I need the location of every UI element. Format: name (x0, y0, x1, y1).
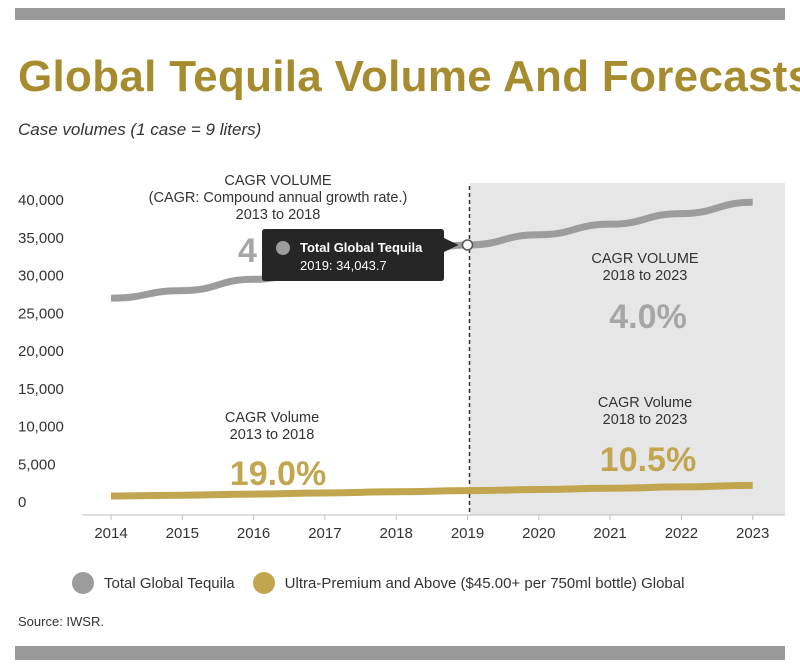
fore-ultra-cagr-label: CAGR Volume (598, 395, 692, 411)
x-tick-label: 2015 (166, 525, 199, 542)
y-tick-label: 40,000 (18, 192, 64, 209)
page-title: Global Tequila Volume And Forecasts (18, 52, 800, 101)
y-tick-label: 10,000 (18, 419, 64, 436)
legend-dot-total (72, 572, 94, 594)
annotations: CAGR VOLUME (CAGR: Compound annual growt… (149, 173, 699, 493)
x-tick-label: 2022 (665, 525, 698, 542)
x-tick-label: 2019 (451, 525, 484, 542)
hist-ultra-cagr-value: 19.0% (230, 455, 326, 493)
hist-ultra-cagr-label: CAGR Volume (225, 410, 319, 426)
tooltip-box (262, 229, 459, 281)
hist-total-cagr-definition: (CAGR: Compound annual growth rate.) (149, 190, 408, 206)
x-tick-label: 2016 (237, 525, 270, 542)
fore-total-cagr-value: 4.0% (609, 298, 687, 336)
y-tick-label: 5,000 (18, 456, 56, 473)
y-tick-label: 20,000 (18, 343, 64, 360)
legend-dot-ultra (252, 572, 275, 594)
tooltip-series-dot (276, 241, 290, 255)
y-tick-label: 30,000 (18, 268, 64, 285)
hist-ultra-cagr-period: 2013 to 2018 (230, 427, 315, 443)
legend: Total Global Tequila Ultra-Premium and A… (72, 572, 702, 594)
series-ultra-line[interactable] (110, 481, 753, 500)
legend-item-ultra[interactable]: Ultra-Premium and Above ($45.00+ per 750… (252, 572, 685, 594)
y-tick-label: 0 (18, 494, 26, 511)
page-subtitle: Case volumes (1 case = 9 liters) (18, 120, 262, 139)
y-tick-label: 35,000 (18, 230, 64, 247)
source-note: Source: IWSR. (18, 614, 104, 629)
axis-layer: 40,000 35,000 30,000 25,000 20,000 15,000 10,0… (18, 186, 785, 542)
x-tick-label: 2021 (593, 525, 626, 542)
x-tick-label: 2017 (308, 525, 341, 542)
legend-label-ultra: Ultra-Premium and Above ($45.00+ per 750… (284, 574, 685, 592)
tooltip-series-name: Total Global Tequila (300, 240, 423, 255)
bottom-bar (15, 646, 785, 660)
hist-total-cagr-period: 2013 to 2018 (236, 207, 321, 223)
fore-ultra-cagr-value: 10.5% (600, 441, 696, 479)
x-tick-label: 2018 (380, 525, 413, 542)
top-bar (15, 8, 785, 20)
tooltip: Total Global Tequila 2019: 34,043.7 (262, 229, 459, 281)
hover-point-marker[interactable] (461, 239, 474, 251)
x-tick-label: 2014 (94, 525, 127, 542)
fore-ultra-cagr-period: 2018 to 2023 (603, 412, 688, 428)
tooltip-value: 2019: 34,043.7 (300, 258, 387, 273)
y-tick-label: 15,000 (18, 381, 64, 398)
x-tick-label: 2020 (522, 525, 555, 542)
x-tick-label: 2023 (736, 525, 769, 542)
y-tick-label: 25,000 (18, 305, 64, 322)
fore-total-cagr-period: 2018 to 2023 (603, 268, 688, 284)
fore-total-cagr-label: CAGR VOLUME (591, 251, 698, 267)
legend-item-total[interactable]: Total Global Tequila (72, 572, 235, 594)
hist-total-cagr-label: CAGR VOLUME (224, 173, 331, 189)
hist-total-cagr-value: 4 (238, 232, 257, 270)
legend-label-total: Total Global Tequila (104, 574, 235, 592)
